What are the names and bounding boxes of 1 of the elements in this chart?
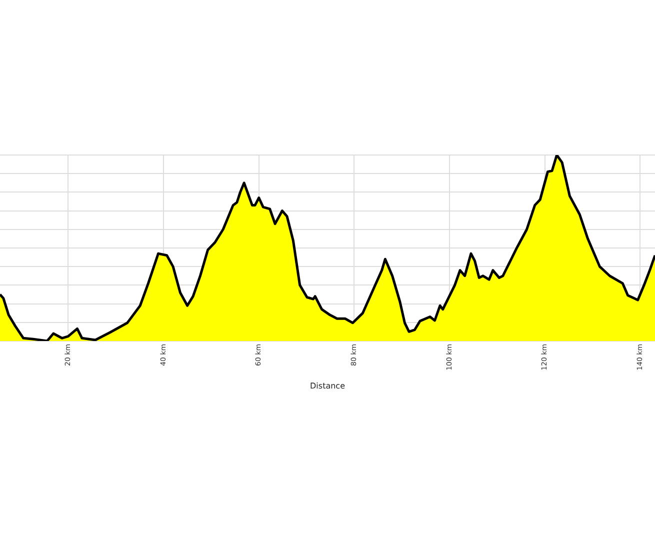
x-axis-title: Distance xyxy=(310,381,346,390)
